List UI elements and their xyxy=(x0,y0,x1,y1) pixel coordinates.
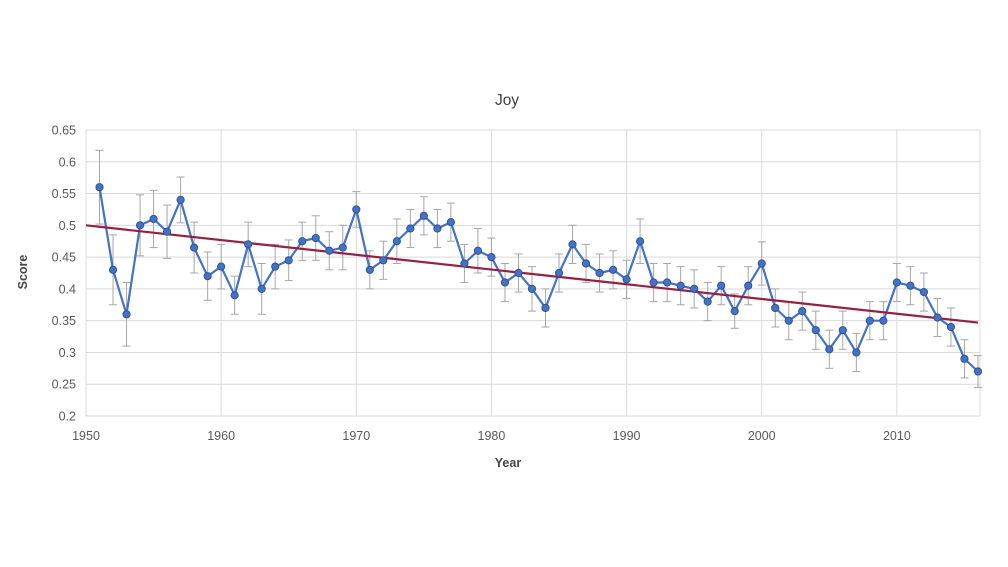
data-point-marker xyxy=(162,227,172,236)
data-point-marker xyxy=(271,262,280,271)
data-point-marker xyxy=(325,246,334,255)
data-point-marker xyxy=(311,233,320,243)
data-point-marker xyxy=(676,281,685,290)
data-point-marker xyxy=(717,281,726,290)
data-point-marker xyxy=(879,316,888,325)
data-point-marker xyxy=(446,218,455,227)
data-point-marker xyxy=(500,278,510,287)
y-tick-label: 0.45 xyxy=(52,251,76,265)
x-axis-label: Year xyxy=(495,456,522,470)
x-tick-label: 1950 xyxy=(72,429,100,443)
data-point-marker xyxy=(149,214,158,224)
chart-title: Joy xyxy=(495,92,519,109)
data-point-marker xyxy=(473,246,483,255)
y-tick-label: 0.35 xyxy=(52,314,76,328)
data-point-marker xyxy=(581,259,591,268)
y-tick-label: 0.65 xyxy=(52,124,76,138)
y-tick-label: 0.5 xyxy=(59,219,76,233)
data-point-marker xyxy=(690,284,699,293)
data-point-marker xyxy=(527,284,537,293)
data-point-marker xyxy=(244,240,253,249)
y-axis-label: Score xyxy=(16,255,30,290)
data-point-marker xyxy=(190,243,199,252)
data-point-marker xyxy=(514,268,523,278)
data-point-marker xyxy=(825,345,834,354)
y-tick-label: 0.3 xyxy=(59,346,76,360)
data-point-marker xyxy=(122,310,131,319)
x-tick-label: 1970 xyxy=(342,429,370,443)
data-point-marker xyxy=(744,281,753,290)
x-tick-label: 2010 xyxy=(883,429,911,443)
data-point-marker xyxy=(230,291,239,300)
data-point-marker xyxy=(406,224,415,233)
data-point-marker xyxy=(135,221,145,230)
data-point-marker xyxy=(608,265,618,274)
y-tick-label: 0.55 xyxy=(52,187,76,201)
data-point-marker xyxy=(838,326,847,335)
data-point-marker xyxy=(257,284,266,293)
data-point-marker xyxy=(663,278,672,287)
data-point-marker xyxy=(284,256,293,265)
data-point-marker xyxy=(203,272,212,281)
data-point-marker xyxy=(298,237,307,246)
data-point-marker xyxy=(784,316,793,325)
data-point-marker xyxy=(95,183,104,192)
data-point-marker xyxy=(419,211,428,220)
x-tick-label: 1990 xyxy=(613,429,641,443)
data-point-marker xyxy=(365,265,374,274)
data-point-marker xyxy=(960,354,969,363)
data-point-marker xyxy=(946,322,956,332)
x-tick-label: 1960 xyxy=(207,429,235,443)
data-point-marker xyxy=(554,268,564,278)
data-point-marker xyxy=(973,367,983,376)
data-point-marker xyxy=(108,265,118,274)
data-point-marker xyxy=(865,316,874,325)
error-bars xyxy=(95,149,982,388)
data-point-marker xyxy=(487,253,496,262)
data-point-marker xyxy=(352,205,361,214)
x-tick-label: 1980 xyxy=(478,429,506,443)
x-tick-label: 2000 xyxy=(748,429,776,443)
data-point-marker xyxy=(703,297,712,306)
data-point-marker xyxy=(798,307,807,316)
data-point-marker xyxy=(338,243,347,252)
data-point-marker xyxy=(757,259,766,268)
trend-line xyxy=(85,224,979,324)
data-point-marker xyxy=(541,303,550,313)
data-point-marker xyxy=(933,313,942,322)
data-point-marker xyxy=(379,256,388,265)
data-point-marker xyxy=(176,195,185,205)
data-point-marker xyxy=(730,307,739,316)
series-line xyxy=(98,186,980,373)
y-axis-tick-labels: 0.2 0.25 0.3 0.35 0.4 0.45 0.5 0.55 0.6 0.65 xyxy=(52,124,76,424)
y-tick-label: 0.4 xyxy=(59,282,76,296)
data-point-marker xyxy=(460,259,469,268)
data-point-marker xyxy=(392,237,401,246)
data-point-marker xyxy=(622,275,631,284)
data-point-marker xyxy=(852,348,861,357)
data-point-marker xyxy=(595,268,604,278)
y-tick-label: 0.6 xyxy=(59,155,76,169)
data-point-marker xyxy=(811,326,820,335)
data-point-marker xyxy=(568,240,577,249)
data-point-marker xyxy=(649,278,658,287)
data-point-marker xyxy=(636,237,645,246)
data-point-marker xyxy=(892,278,901,287)
data-point-marker xyxy=(433,224,442,233)
y-tick-label: 0.2 xyxy=(59,410,76,424)
data-point-marker xyxy=(771,303,780,313)
data-point-marker xyxy=(906,281,915,290)
y-tick-label: 0.25 xyxy=(52,378,76,392)
data-point-marker xyxy=(217,262,226,271)
data-point-marker xyxy=(919,287,929,297)
x-axis-tick-labels: 1950 1960 1970 1980 1990 2000 2010 xyxy=(72,429,911,443)
data-point-markers xyxy=(95,183,983,376)
